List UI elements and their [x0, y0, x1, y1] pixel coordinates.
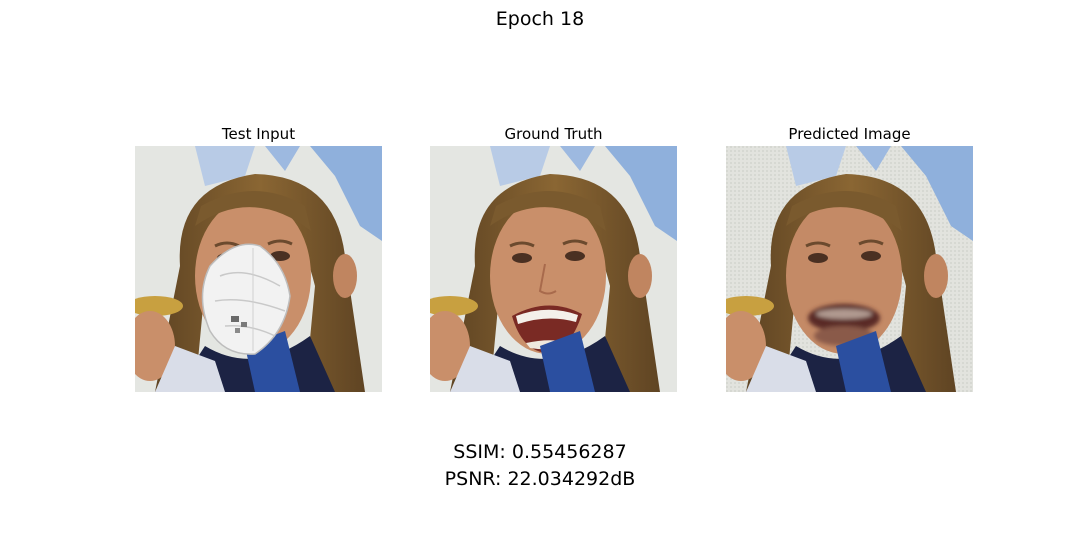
ground-truth-image — [430, 146, 677, 392]
panel-title-ground-truth: Ground Truth — [504, 125, 603, 143]
test-input-image — [135, 146, 382, 392]
panel-title-test-input: Test Input — [221, 125, 296, 143]
panel-title-predicted-image: Predicted Image — [788, 125, 911, 143]
figure-title: Epoch 18 — [495, 8, 585, 30]
predicted-image — [726, 146, 973, 392]
ssim-metric: SSIM: 0.55456287 — [453, 441, 627, 463]
psnr-metric: PSNR: 22.034292dB — [444, 468, 636, 490]
